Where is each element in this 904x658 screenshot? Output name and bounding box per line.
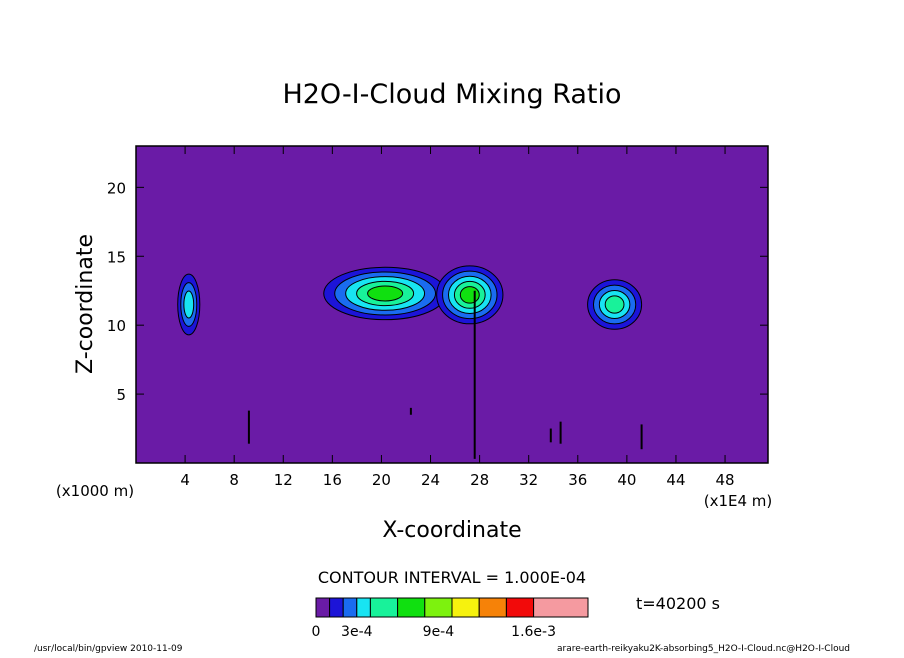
x-tick-label: 40 [617, 471, 636, 489]
colorbar-labels: 0 3e-4 9e-4 1.6e-3 [312, 624, 556, 640]
x-axis-ticks: 4 8 12 16 20 24 28 32 36 40 44 48 [180, 146, 735, 489]
colorbar-swatch [397, 597, 426, 618]
cloud-x27-level-5 [459, 286, 480, 304]
cloud-x20-level-5 [367, 285, 404, 302]
x-tick-label: 8 [229, 471, 239, 489]
x-tick-label: 4 [180, 471, 190, 489]
colorbar-label: 3e-4 [341, 624, 373, 640]
colorbar-label: 0 [312, 624, 321, 640]
colorbar [315, 597, 589, 618]
y-tick-label: 15 [107, 248, 126, 266]
x-units-label: (x1E4 m) [704, 492, 773, 510]
cloud-x4-level-3 [183, 290, 195, 319]
y-axis-ticks: 5 10 15 20 [107, 179, 768, 404]
x-tick-label: 20 [372, 471, 391, 489]
x-tick-label: 48 [716, 471, 735, 489]
plot-frame [135, 145, 769, 464]
x-tick-label: 28 [470, 471, 489, 489]
y-axis-label: Z-coordinate [73, 234, 98, 374]
colorbar-swatch [369, 597, 399, 618]
y-tick-label: 5 [116, 386, 126, 404]
colorbar-swatch [342, 597, 358, 618]
y-tick-label: 20 [107, 179, 126, 197]
cloud-x39-level-4 [604, 295, 625, 314]
x-tick-label: 32 [519, 471, 538, 489]
rain-streaks [247, 290, 643, 459]
x-tick-label: 16 [323, 471, 342, 489]
colorbar-swatch [478, 597, 507, 618]
x-tick-label: 44 [666, 471, 685, 489]
colorbar-swatch [329, 597, 344, 618]
colorbar-label: 1.6e-3 [511, 624, 556, 640]
x-axis-label: X-coordinate [382, 518, 521, 543]
colorbar-swatch [424, 597, 453, 618]
y-tick-label: 10 [107, 317, 126, 335]
colorbar-swatch [505, 597, 535, 618]
time-label: t=40200 s [636, 594, 720, 613]
x-tick-label: 12 [274, 471, 293, 489]
contour-interval: CONTOUR INTERVAL = 1.000E-04 [318, 568, 586, 587]
chart-title: H2O-I-Cloud Mixing Ratio [282, 79, 621, 110]
footer-left: /usr/local/bin/gpview 2010-11-09 [34, 644, 183, 654]
x-tick-label: 24 [421, 471, 440, 489]
cloud-contours [177, 265, 643, 336]
colorbar-swatch [533, 597, 589, 618]
colorbar-swatch [356, 597, 371, 618]
colorbar-label: 9e-4 [423, 624, 455, 640]
x-tick-label: 36 [568, 471, 587, 489]
y-units-label: (x1000 m) [56, 482, 134, 500]
colorbar-swatch [451, 597, 480, 618]
colorbar-swatch [315, 597, 331, 618]
footer-right: arare-earth-reikyaku2K-absorbing5_H2O-I-… [557, 644, 850, 654]
